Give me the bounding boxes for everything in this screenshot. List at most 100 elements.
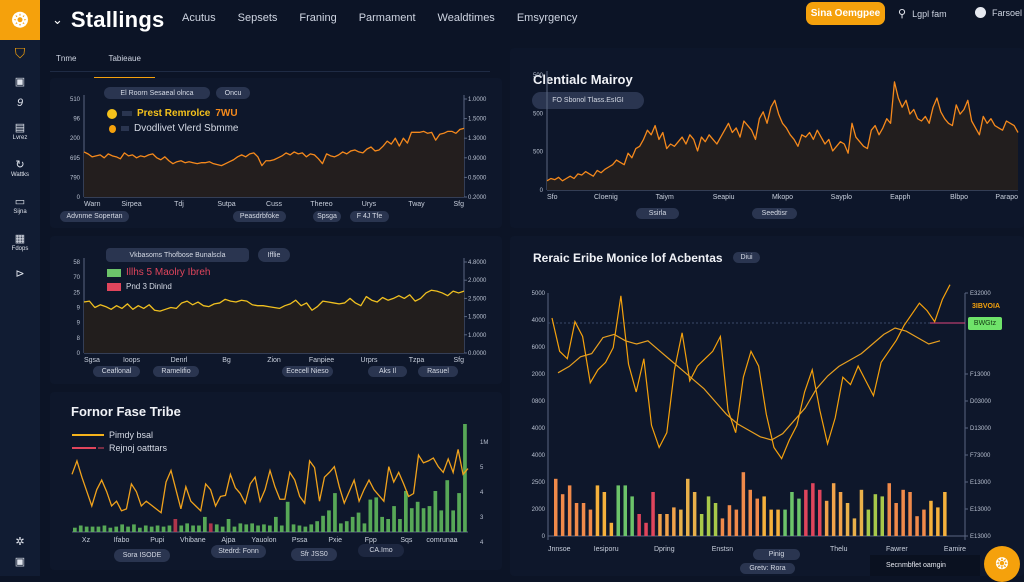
sidebar-item-watch[interactable]: ↻ Wattks (0, 159, 40, 178)
volume-bar (333, 493, 337, 532)
filter-chip[interactable]: Oncu (216, 87, 250, 99)
tab-tabieaue[interactable]: Tabieaue (94, 52, 156, 79)
legend-label: Dvodlivet Vlerd Sbmme (134, 123, 239, 134)
x-tick-label: Yauolon (251, 537, 276, 544)
panel-chart-5: Reraic Eribe Monice lof Acbentas Diui 50… (510, 236, 1024, 576)
footer-chip[interactable]: Sfr JSS0 (291, 548, 337, 561)
tab-tnme[interactable]: Tnme (56, 54, 77, 63)
footer-chip[interactable]: Gretv: Rora (740, 563, 795, 574)
volume-bar (285, 501, 290, 532)
y-tick-label: 0 (77, 351, 81, 357)
footer-chip[interactable]: Spsga (313, 211, 341, 222)
volume-bar (943, 492, 947, 536)
volume-bar (713, 503, 718, 536)
footer-chip[interactable]: Ceaflonal (93, 366, 140, 377)
nav-item[interactable]: Wealdtimes (437, 12, 495, 24)
top-link-user[interactable]: Farsoel (975, 7, 1022, 18)
y-tick-label-right: 2.0000 (468, 278, 487, 284)
volume-bar (339, 523, 343, 532)
footer-chip[interactable]: Ramelifio (153, 366, 199, 377)
footer-chip[interactable]: Aks Il (368, 366, 407, 377)
volume-bar (250, 523, 254, 532)
x-tick-label: Bg (222, 357, 231, 364)
y-tick-label-right: 1M (480, 440, 488, 446)
assistant-button[interactable]: ❂ (984, 546, 1020, 582)
volume-bar (574, 503, 579, 536)
footer-chip[interactable]: Ececell Nieso (282, 366, 333, 377)
footer-chip[interactable]: Rasuel (418, 366, 458, 377)
toast[interactable]: Secnmbflet oamgin (870, 555, 980, 576)
sidebar-item-nine[interactable]: 9 (0, 97, 40, 109)
footer-chip[interactable]: Ssirla (636, 208, 679, 219)
cta-button[interactable]: Sina Oemgpee (806, 2, 885, 25)
volume-bar (327, 510, 331, 532)
footer-chip[interactable]: Stedrd: Fonn (211, 545, 266, 558)
volume-bar (149, 526, 154, 532)
y-tick-label: 8 (77, 336, 81, 342)
nav-item[interactable]: Parmament (358, 12, 416, 24)
sidebar-item-play[interactable]: ⊳ (0, 268, 40, 280)
footer-chip[interactable]: Pinig (753, 549, 800, 560)
y-tick-label-right: E13000 (970, 534, 991, 540)
y-tick-label-right: 0.0000 (468, 351, 487, 357)
footer-chip[interactable]: Peasdrbfoke (233, 211, 286, 222)
sidebar-item-briefcase-bottom[interactable]: ▣ (0, 556, 40, 568)
volume-bar (421, 508, 426, 532)
y-tick-label-right: D03000 (970, 399, 992, 405)
filter-chip[interactable]: Vkbasoms Thofbose Bunalscla (106, 248, 249, 262)
x-tick-label: Sirpea (121, 201, 141, 208)
sidebar-item-settings[interactable]: ✲ (0, 536, 40, 548)
volume-bar (936, 507, 940, 536)
x-tick-label: Thereo (310, 201, 332, 208)
chevron-down-icon[interactable]: ⌄ (52, 12, 63, 27)
volume-bar (609, 522, 614, 536)
sidebar: ⛉ ▣ 9 ▤ Lvrez ↻ Wattks ▭ Sijna ▦ Fdops ⊳ ✲ ▣ (0, 40, 40, 576)
volume-bar (755, 498, 759, 536)
y-tick-label-right: 1.5000 (468, 315, 487, 321)
legend-line-icon (72, 447, 104, 449)
filter-chip[interactable]: Ifflie (258, 248, 290, 262)
y-tick-label: 0 (540, 188, 544, 194)
location-icon: ⚲ (898, 8, 907, 20)
sidebar-item-briefcase[interactable]: ▣ (0, 76, 40, 88)
panel-chart-3: Fornor Fase Tribe Pimdy bsal Rejnoj oatt… (50, 392, 502, 570)
monitor-icon: ▭ (14, 196, 26, 208)
footer-chip[interactable]: F 4J Tfe (350, 211, 389, 222)
sidebar-item-sijna[interactable]: ▭ Sijna (0, 196, 40, 215)
filter-chip[interactable]: FO Sbonol Tlass.EsIGI (532, 92, 644, 109)
sidebar-item-fdops[interactable]: ▦ Fdops (0, 233, 40, 252)
nav-item[interactable]: Sepsets (237, 12, 278, 24)
sidebar-item-shield[interactable]: ⛉ (0, 45, 40, 61)
filter-chip[interactable]: El Roorn Sesaeal olnca (104, 87, 210, 99)
footer-chip[interactable]: Sora ISODE (114, 549, 170, 562)
legend-label: Pnd 3 Dinlnd (126, 282, 172, 291)
top-link-label: Farsoel (992, 7, 1023, 18)
volume-bar (214, 524, 219, 532)
volume-bar (303, 526, 308, 532)
nav-item[interactable]: Emsyrgency (516, 12, 578, 24)
sidebar-item-docs[interactable]: ▤ Lvrez (0, 122, 40, 141)
volume-bar (922, 509, 926, 536)
nav-item[interactable]: Acutus (182, 12, 216, 24)
y-tick-label: 695 (70, 156, 81, 162)
top-link-location[interactable]: ⚲ Lgpl fam (898, 7, 947, 20)
volume-bar (232, 526, 237, 532)
footer-chip[interactable]: Seedtisr (752, 208, 797, 219)
volume-bar (84, 526, 89, 532)
nav-item[interactable]: Franing (299, 12, 337, 24)
volume-bar (114, 526, 119, 532)
y-tick-label: 9 (77, 321, 81, 327)
logo[interactable]: ❂ (0, 0, 40, 40)
footer-chip[interactable]: Advnme Sopertan (60, 211, 129, 222)
y-tick-label: 0 (77, 195, 81, 201)
y-tick-label-right: E32000 (970, 291, 991, 297)
volume-bar (392, 506, 396, 532)
nine-icon: 9 (16, 97, 24, 109)
series-line (71, 449, 469, 514)
shield-icon: ⛉ (14, 45, 26, 61)
footer-chip[interactable]: CA.Imo (358, 544, 404, 557)
price-tag-green: BWGtz (968, 317, 1002, 330)
y-tick-label: 500 (533, 150, 544, 156)
main-nav: Acutus Sepsets Franing Parmament Wealdti… (182, 12, 577, 24)
volume-bar (797, 498, 801, 536)
